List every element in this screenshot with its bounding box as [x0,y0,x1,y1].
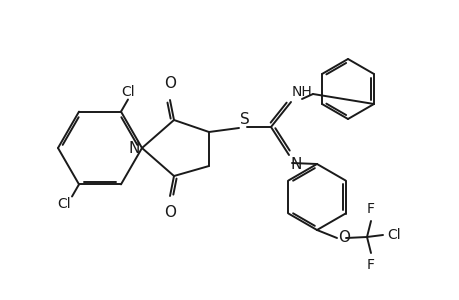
Text: N: N [129,140,140,155]
Text: F: F [366,202,374,216]
Text: O: O [337,230,349,245]
Text: Cl: Cl [57,197,71,212]
Text: F: F [366,258,374,272]
Text: O: O [164,205,176,220]
Text: Cl: Cl [386,228,400,242]
Text: NH: NH [291,85,312,99]
Text: Cl: Cl [121,85,134,98]
Text: S: S [240,112,249,127]
Text: O: O [164,76,176,91]
Text: N: N [291,157,302,172]
